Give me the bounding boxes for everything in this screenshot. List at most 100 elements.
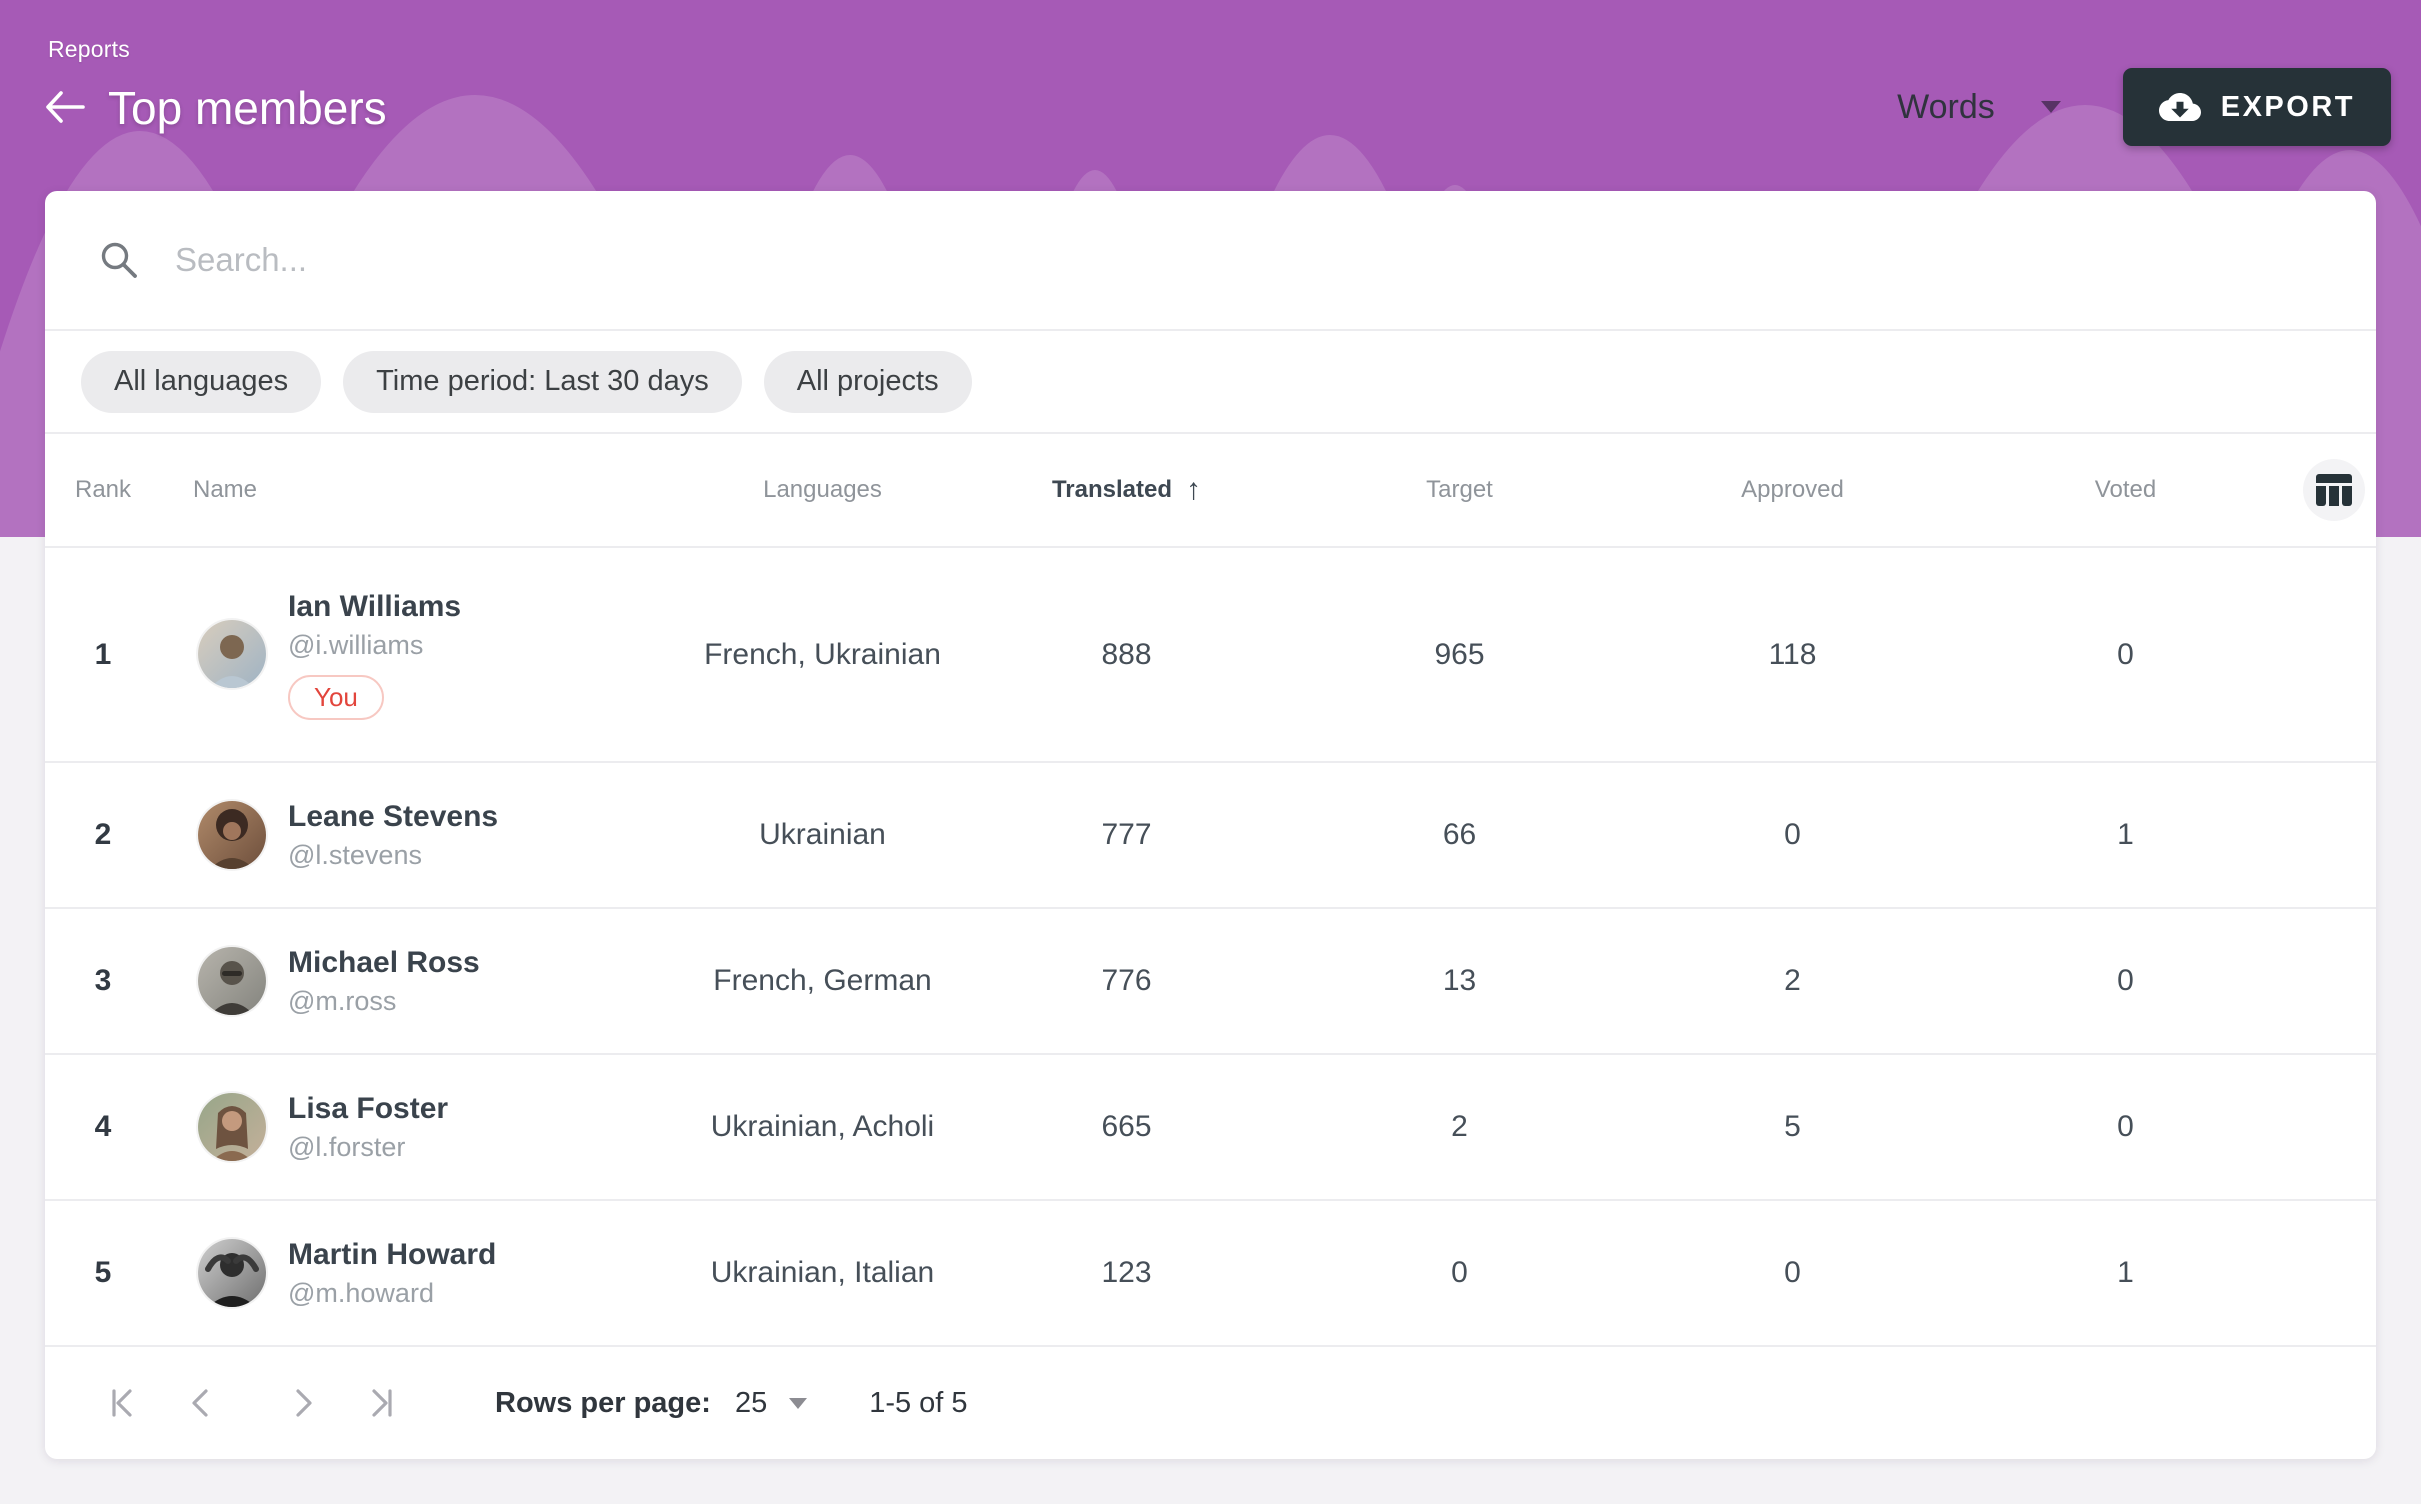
chevron-left-icon [184, 1386, 218, 1420]
member-translated: 665 [1101, 1110, 1152, 1143]
member-username: @m.howard [288, 1277, 434, 1308]
avatar [198, 1238, 266, 1307]
member-translated: 123 [1101, 1256, 1152, 1289]
member-approved: 0 [1784, 818, 1801, 851]
member-username: @m.ross [288, 985, 397, 1016]
pagination-bar: Rows per page: 25 1-5 of 5 [45, 1347, 2376, 1459]
avatar [198, 946, 266, 1015]
column-header-approved[interactable]: Approved [1741, 476, 1844, 503]
member-rank: 2 [94, 818, 112, 851]
search-icon [97, 238, 141, 282]
column-header-translated[interactable]: Translated ↑ [960, 473, 1293, 507]
member-name: Martin Howard [288, 1237, 497, 1271]
last-page-icon [364, 1386, 398, 1420]
member-voted: 0 [2117, 964, 2134, 997]
member-languages: French, German [713, 964, 932, 997]
column-header-languages: Languages [763, 476, 882, 503]
sort-ascending-icon: ↑ [1186, 473, 1202, 506]
member-languages: Ukrainian, Acholi [710, 1110, 935, 1143]
member-username: @l.stevens [288, 839, 422, 870]
chevron-down-icon [2040, 101, 2061, 113]
member-translated: 777 [1101, 818, 1152, 851]
member-target: 965 [1434, 637, 1485, 671]
table-row: 2 Leane Stevens @l.stevens Ukrainian 777 [45, 763, 2376, 909]
back-button[interactable] [40, 84, 88, 132]
rows-per-page-label: Rows per page: [495, 1386, 711, 1419]
table-row: 1 Ian Williams @i.williams You French, U… [45, 548, 2376, 763]
search-input[interactable] [175, 241, 2328, 279]
member-username: @i.williams [288, 629, 424, 660]
member-voted: 1 [2117, 818, 2134, 851]
first-page-button[interactable] [101, 1381, 145, 1425]
member-name: Leane Stevens [288, 799, 499, 833]
chevron-down-icon [789, 1397, 808, 1409]
column-settings-button[interactable] [2303, 459, 2365, 521]
member-name: Ian Williams [288, 589, 462, 623]
filter-chip-time-period[interactable]: Time period: Last 30 days [343, 350, 742, 413]
member-approved: 118 [1768, 637, 1817, 671]
filter-chip-projects[interactable]: All projects [763, 350, 972, 413]
member-languages: Ukrainian, Italian [710, 1256, 935, 1289]
member-voted: 0 [2117, 637, 2134, 671]
filter-chip-languages[interactable]: All languages [81, 350, 322, 413]
report-card: All languages Time period: Last 30 days … [45, 191, 2376, 1459]
rows-per-page-value: 25 [734, 1386, 768, 1419]
arrow-left-icon [43, 89, 85, 128]
member-voted: 1 [2117, 1256, 2134, 1289]
table-header: Rank Name Languages Translated ↑ Target … [45, 434, 2376, 548]
next-page-button[interactable] [281, 1381, 325, 1425]
previous-page-button[interactable] [179, 1381, 223, 1425]
breadcrumb: Reports [48, 36, 130, 62]
avatar [198, 620, 266, 689]
member-approved: 2 [1784, 964, 1801, 997]
first-page-icon [106, 1386, 140, 1420]
table-row: 4 Lisa Foster @l.forster Ukrainian, Acho… [45, 1055, 2376, 1201]
member-name: Lisa Foster [288, 1091, 449, 1125]
member-target: 2 [1451, 1110, 1468, 1143]
member-approved: 5 [1784, 1110, 1801, 1143]
member-voted: 0 [2117, 1110, 2134, 1143]
member-name: Michael Ross [288, 945, 480, 979]
column-header-target[interactable]: Target [1426, 476, 1493, 503]
member-rank: 3 [94, 964, 112, 997]
member-target: 66 [1442, 818, 1477, 851]
page-title: Top members [108, 82, 387, 134]
member-cell: Martin Howard @m.howard [161, 1237, 685, 1309]
rows-per-page-select[interactable]: 25 [734, 1386, 808, 1420]
export-button-label: EXPORT [2220, 90, 2355, 123]
column-header-translated-label: Translated [1051, 476, 1173, 503]
member-rank: 5 [94, 1256, 112, 1289]
avatar [198, 1092, 266, 1161]
chevron-right-icon [286, 1386, 320, 1420]
export-button[interactable]: EXPORT [2122, 68, 2391, 146]
member-translated: 888 [1101, 637, 1152, 671]
report-unit-select[interactable]: Words [1897, 88, 2061, 127]
column-header-name: Name [193, 476, 258, 503]
search-bar [45, 191, 2376, 331]
column-header-voted[interactable]: Voted [2094, 476, 2157, 503]
column-header-rank: Rank [74, 476, 132, 503]
report-unit-value: Words [1897, 87, 1995, 126]
member-cell: Lisa Foster @l.forster [161, 1091, 685, 1163]
member-cell: Ian Williams @i.williams You [161, 589, 685, 721]
pagination-range: 1-5 of 5 [869, 1386, 968, 1419]
table-row: 3 Michael Ross @m.ross French, German 77… [45, 909, 2376, 1055]
member-translated: 776 [1101, 964, 1152, 997]
member-approved: 0 [1784, 1256, 1801, 1289]
member-target: 0 [1451, 1256, 1468, 1289]
table-row: 5 Martin Howard @m.howard Ukrainian, Ita… [45, 1201, 2376, 1347]
member-cell: Michael Ross @m.ross [161, 945, 685, 1017]
member-languages: French, Ukrainian [704, 637, 941, 671]
cloud-download-icon [2158, 91, 2201, 123]
member-cell: Leane Stevens @l.stevens [161, 799, 685, 871]
member-rank: 1 [94, 637, 112, 671]
table-columns-icon [2316, 474, 2352, 506]
member-languages: Ukrainian [759, 818, 886, 851]
member-target: 13 [1442, 964, 1477, 997]
filter-bar: All languages Time period: Last 30 days … [45, 331, 2376, 434]
member-username: @l.forster [288, 1131, 406, 1162]
avatar [198, 800, 266, 869]
you-badge: You [288, 675, 384, 721]
last-page-button[interactable] [359, 1381, 403, 1425]
member-rank: 4 [94, 1110, 112, 1143]
